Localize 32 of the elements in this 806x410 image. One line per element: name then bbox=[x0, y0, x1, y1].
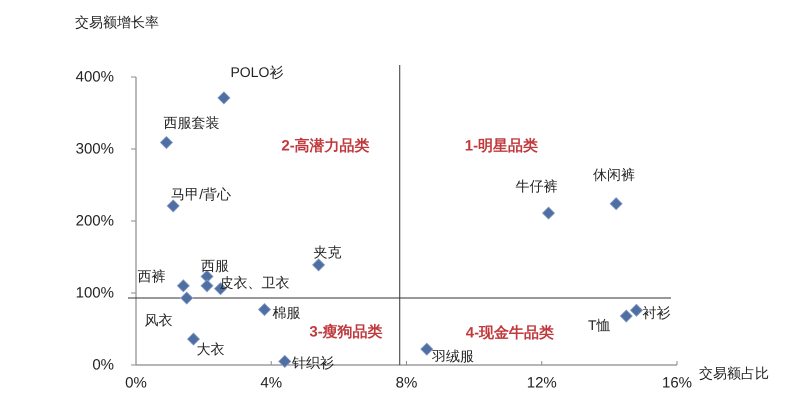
annotation: 棉服 bbox=[272, 304, 300, 321]
annotation: 4-现金牛品类 bbox=[466, 324, 554, 342]
annotation: 大衣 bbox=[196, 341, 224, 358]
annotation: 风衣 bbox=[144, 312, 173, 328]
y-tick-label: 100% bbox=[76, 284, 114, 302]
annotation: 西服套装 bbox=[163, 114, 220, 131]
x-tick-label: 16% bbox=[662, 374, 692, 392]
x-tick-label: 8% bbox=[396, 374, 418, 392]
annotation: 1-明星品类 bbox=[464, 138, 538, 154]
x-axis-title: 交易额占比 bbox=[699, 365, 769, 381]
annotation: 夹克 bbox=[314, 244, 342, 260]
annotation: 西服 bbox=[201, 257, 229, 274]
x-tick-label: 12% bbox=[526, 374, 557, 392]
x-tick-label: 0% bbox=[125, 374, 147, 392]
y-tick-label: 0% bbox=[92, 356, 114, 374]
y-tick-label: 300% bbox=[76, 140, 114, 158]
annotation: T恤 bbox=[588, 317, 611, 334]
annotation: 马甲/背心 bbox=[171, 186, 232, 202]
annotation: 牛仔裤 bbox=[516, 178, 558, 194]
y-tick-label: 200% bbox=[76, 212, 114, 230]
annotation: 西裤 bbox=[137, 268, 166, 284]
annotation: 2-高潜力品类 bbox=[281, 138, 370, 154]
y-tick-label: 400% bbox=[76, 68, 114, 86]
y-axis-title: 交易额增长率 bbox=[75, 14, 159, 30]
annotation: 休闲裤 bbox=[593, 166, 636, 183]
annotation: 针织衫 bbox=[292, 354, 334, 370]
annotation: 衬衫 bbox=[642, 304, 670, 320]
annotation: 皮衣、卫衣 bbox=[220, 274, 290, 291]
annotation: 3-瘦狗品类 bbox=[309, 324, 383, 341]
annotation: POLO衫 bbox=[230, 64, 284, 80]
annotation: 羽绒服 bbox=[432, 348, 474, 364]
x-tick-label: 4% bbox=[260, 374, 282, 392]
